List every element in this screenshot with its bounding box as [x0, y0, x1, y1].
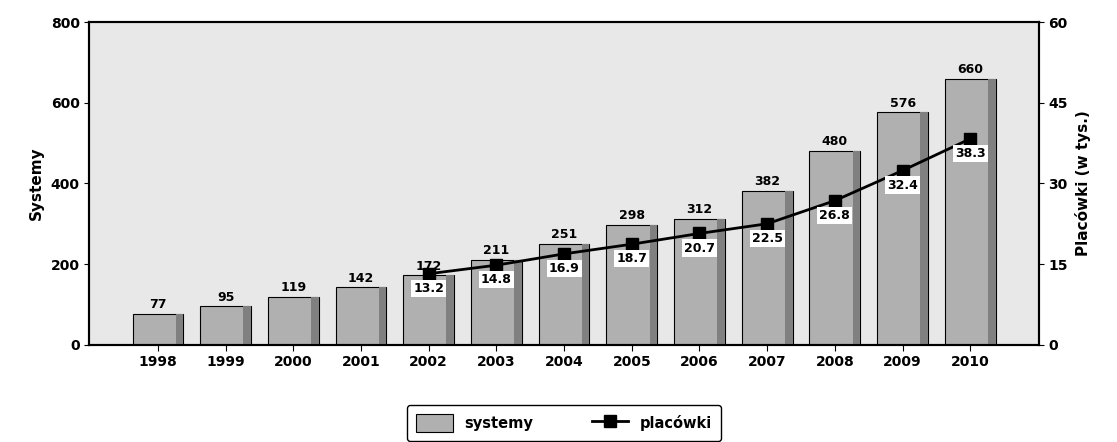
Text: 312: 312: [687, 203, 713, 216]
Bar: [244, 306, 251, 345]
Bar: [674, 219, 725, 345]
Text: 95: 95: [217, 291, 235, 304]
Bar: [742, 191, 793, 345]
Bar: [945, 79, 995, 345]
Text: 32.4: 32.4: [887, 179, 918, 191]
Text: 13.2: 13.2: [413, 282, 445, 295]
Text: 142: 142: [347, 272, 374, 285]
Legend: systemy, placówki: systemy, placówki: [408, 405, 720, 441]
Bar: [920, 112, 928, 345]
Text: 77: 77: [150, 298, 166, 311]
Text: 38.3: 38.3: [955, 147, 985, 160]
Bar: [989, 79, 995, 345]
Bar: [175, 314, 183, 345]
Bar: [200, 306, 251, 345]
Text: 382: 382: [754, 175, 780, 188]
Bar: [268, 297, 318, 345]
Text: 480: 480: [822, 135, 848, 149]
Bar: [335, 287, 386, 345]
Bar: [538, 244, 590, 345]
Bar: [877, 112, 928, 345]
Y-axis label: Placówki (w tys.): Placówki (w tys.): [1075, 110, 1091, 256]
Text: 119: 119: [280, 281, 306, 294]
Y-axis label: Systemy: Systemy: [29, 147, 44, 220]
Bar: [852, 151, 860, 345]
Text: 14.8: 14.8: [481, 273, 512, 286]
Bar: [447, 275, 455, 345]
Bar: [133, 314, 183, 345]
Bar: [311, 297, 318, 345]
Text: 26.8: 26.8: [820, 209, 850, 222]
Text: 20.7: 20.7: [684, 241, 715, 255]
Text: 22.5: 22.5: [752, 232, 783, 245]
Bar: [717, 219, 725, 345]
Text: 251: 251: [551, 228, 577, 241]
Bar: [471, 259, 522, 345]
Bar: [379, 287, 386, 345]
Bar: [403, 275, 455, 345]
Bar: [650, 225, 657, 345]
Text: 576: 576: [889, 97, 916, 110]
Bar: [582, 244, 590, 345]
Text: 172: 172: [416, 259, 442, 273]
Bar: [785, 191, 793, 345]
Text: 660: 660: [957, 63, 983, 76]
Text: 18.7: 18.7: [617, 252, 647, 265]
Text: 16.9: 16.9: [548, 262, 580, 275]
Text: 298: 298: [619, 209, 645, 222]
Bar: [810, 151, 860, 345]
Bar: [607, 225, 657, 345]
Bar: [514, 259, 522, 345]
Text: 211: 211: [484, 244, 509, 257]
